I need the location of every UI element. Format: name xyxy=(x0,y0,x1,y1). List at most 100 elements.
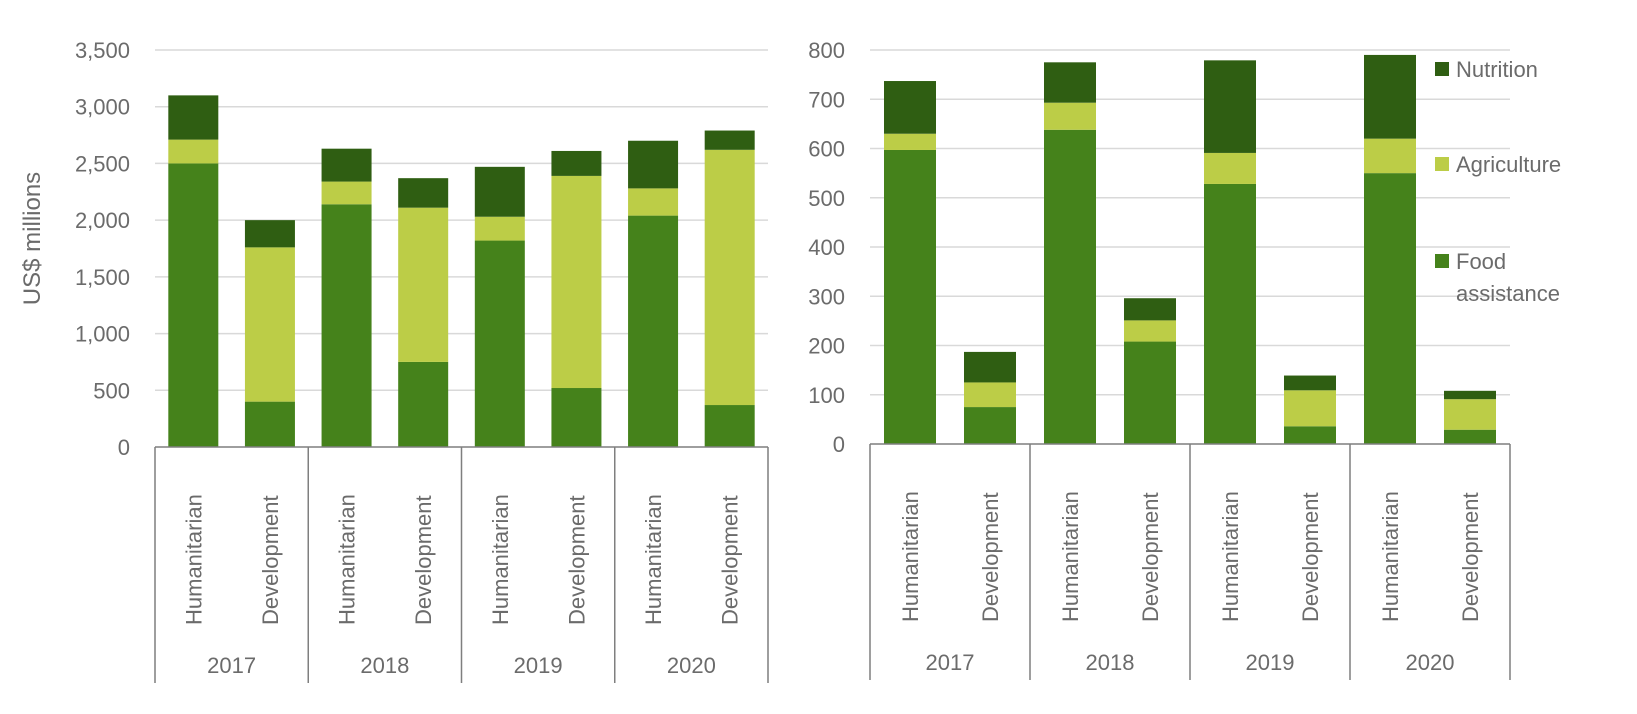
x-group-label: 2019 xyxy=(1246,650,1295,675)
bar-nutrition xyxy=(884,81,936,134)
legend-label: assistance xyxy=(1456,281,1560,306)
bar-food-assistance xyxy=(398,361,449,447)
y-tick-label: 700 xyxy=(808,87,845,112)
bar-food-assistance xyxy=(1044,129,1096,444)
chart-1: 0 500 1,000 1,500 2,000 2,500 3,000 3,500 US$ mi… xyxy=(19,38,769,683)
bar-nutrition xyxy=(628,140,679,189)
bar-agriculture xyxy=(1284,390,1336,427)
bar-agriculture xyxy=(244,247,295,402)
x-category-label: Humanitarian xyxy=(898,491,923,622)
bar-agriculture xyxy=(704,149,755,406)
legend-label: Food xyxy=(1456,249,1506,274)
bar-food-assistance xyxy=(551,388,602,447)
bar-agriculture xyxy=(398,207,449,362)
y-tick-label: 200 xyxy=(808,334,845,359)
y-tick-label: 1,500 xyxy=(75,265,130,290)
x-category-label: Humanitarian xyxy=(488,494,513,625)
x-category-label: Humanitarian xyxy=(1378,491,1403,622)
x-category-label: Humanitarian xyxy=(335,494,360,625)
bar-food-assistance xyxy=(321,204,372,447)
x-category-label: Development xyxy=(564,495,589,625)
y-tick-label: 400 xyxy=(808,235,845,260)
legend-swatch-agriculture xyxy=(1435,157,1449,171)
bar-food-assistance xyxy=(244,401,295,447)
bar-nutrition xyxy=(474,166,525,217)
bar-agriculture xyxy=(168,139,219,164)
bar-agriculture xyxy=(1204,152,1256,184)
x-category-label: Development xyxy=(1138,492,1163,622)
y-axis-title: US$ millions xyxy=(19,172,46,305)
y-tick-label: 0 xyxy=(118,435,130,460)
y-tick-label: 2,000 xyxy=(75,208,130,233)
bar-food-assistance xyxy=(168,163,219,447)
x-category-label: Development xyxy=(258,495,283,625)
x-category-label: Development xyxy=(411,495,436,625)
bar-food-assistance xyxy=(474,240,525,447)
x-category-label: Humanitarian xyxy=(641,494,666,625)
y-tick-label: 3,000 xyxy=(75,95,130,120)
bar-agriculture xyxy=(551,175,602,389)
x-group-label: 2019 xyxy=(514,653,563,678)
bar-food-assistance xyxy=(964,407,1016,444)
x-group-label: 2020 xyxy=(1406,650,1455,675)
bar-nutrition xyxy=(704,130,755,150)
x-group-label: 2017 xyxy=(926,650,975,675)
bar-nutrition xyxy=(1444,390,1496,400)
bar-agriculture xyxy=(1044,102,1096,130)
legend-label: Nutrition xyxy=(1456,57,1538,82)
bar-agriculture xyxy=(884,133,936,150)
y-tick-label: 0 xyxy=(833,432,845,457)
bar-food-assistance xyxy=(1204,183,1256,444)
x-category-label: Humanitarian xyxy=(1218,491,1243,622)
bar-nutrition xyxy=(1124,298,1176,321)
bar-food-assistance xyxy=(1124,341,1176,444)
x-category-label: Humanitarian xyxy=(1058,491,1083,622)
y-tick-label: 800 xyxy=(808,38,845,63)
bar-agriculture xyxy=(474,216,525,241)
y-tick-label: 500 xyxy=(808,186,845,211)
legend-label: Agriculture xyxy=(1456,152,1561,177)
bar-nutrition xyxy=(1204,60,1256,153)
bar-nutrition xyxy=(551,150,602,176)
bar-nutrition xyxy=(964,351,1016,383)
y-tick-label: 600 xyxy=(808,137,845,162)
bar-food-assistance xyxy=(884,149,936,445)
x-group-label: 2018 xyxy=(1086,650,1135,675)
x-group-label: 2020 xyxy=(667,653,716,678)
bar-nutrition xyxy=(1284,375,1336,391)
y-tick-label: 2,500 xyxy=(75,151,130,176)
bar-agriculture xyxy=(1364,138,1416,174)
x-category-label: Development xyxy=(1298,492,1323,622)
legend-swatch-food-assistance xyxy=(1435,254,1449,268)
bar-nutrition xyxy=(244,220,295,248)
bar-food-assistance xyxy=(1364,173,1416,444)
bar-agriculture xyxy=(321,181,372,205)
bar-food-assistance xyxy=(1444,429,1496,444)
y-tick-label: 1,000 xyxy=(75,322,130,347)
bar-nutrition xyxy=(1364,54,1416,139)
bar-nutrition xyxy=(168,95,219,140)
x-category-label: Development xyxy=(978,492,1003,622)
bar-agriculture xyxy=(1444,399,1496,430)
chart-2: 0 100 200 300 400 500 600 700 800 Humanitarian Dev… xyxy=(808,38,1511,680)
y-tick-label: 300 xyxy=(808,284,845,309)
x-group-label: 2018 xyxy=(360,653,409,678)
bar-agriculture xyxy=(964,382,1016,408)
y-tick-label: 500 xyxy=(93,378,130,403)
y-tick-label: 100 xyxy=(808,383,845,408)
legend-swatch-nutrition xyxy=(1435,62,1449,76)
bar-nutrition xyxy=(398,178,449,208)
x-category-label: Humanitarian xyxy=(181,494,206,625)
bar-nutrition xyxy=(1044,62,1096,103)
x-category-label: Development xyxy=(718,495,743,625)
bar-food-assistance xyxy=(628,215,679,447)
bar-food-assistance xyxy=(704,405,755,447)
bar-agriculture xyxy=(1124,320,1176,342)
bar-nutrition xyxy=(321,148,372,182)
bar-agriculture xyxy=(628,188,679,216)
y-tick-label: 3,500 xyxy=(75,38,130,63)
legend: Nutrition Agriculture Food assistance xyxy=(1435,57,1561,306)
bar-food-assistance xyxy=(1284,426,1336,444)
